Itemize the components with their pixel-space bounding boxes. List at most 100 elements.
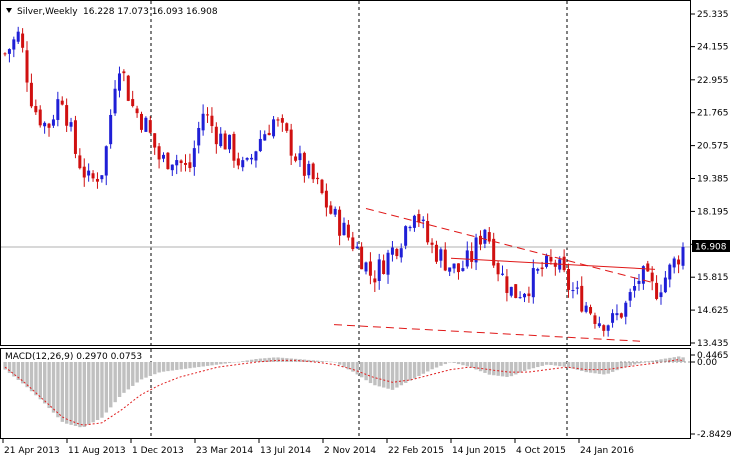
macd-scale-top: 0.4465 [697,351,729,361]
macd-histogram-bar [602,362,606,375]
price-axis: 25.335 24.155 22.955 21.765 20.575 19.385 18.1… [691,10,729,349]
macd-histogram-bar [404,362,408,383]
macd-histogram-bar [452,362,456,363]
macd-histogram-bar [122,362,126,393]
macd-histogram-bar [544,362,549,365]
macd-histogram-bar [73,362,78,427]
macd-histogram-bar [117,362,122,397]
candle-body [514,284,518,299]
candle-body [619,313,623,318]
candle-body [584,305,588,312]
candle-body [606,325,610,331]
candle-body [184,163,188,165]
macd-histogram-bar [183,362,188,369]
candle-body [29,82,33,107]
macd-histogram-bar [571,362,575,369]
candle-body [338,209,342,236]
price-tick-label: 18.195 [697,207,729,217]
candle-body [426,221,430,243]
macd-histogram-bar [245,360,249,362]
time-tick-label: 21 Apr 2013 [4,446,60,456]
candle-body [201,113,205,131]
macd-histogram-bar [311,360,315,362]
price-tick-label: 14.625 [697,306,729,316]
macd-histogram-bar [487,362,492,375]
candle-body [509,286,513,296]
macd-histogram-bar [575,362,580,370]
candle-body [113,88,117,114]
candle-body [104,146,108,176]
candle-body [188,162,192,169]
macd-histogram-bar [139,362,144,380]
macd-histogram-bar [606,362,610,374]
macd-histogram-bar [584,362,588,373]
macd-histogram-bar [87,362,91,425]
time-axis: 21 Apr 2013 11 Aug 2013 1 Dec 2013 23 Mar 2… [2,439,634,456]
candle-body [593,315,597,324]
macd-histogram-bar [522,362,527,371]
macd-histogram-bar [329,361,333,363]
macd-series [3,356,690,428]
candle-body [641,266,645,284]
macd-histogram-bar [148,362,153,376]
macd-histogram-bar [302,359,307,362]
candle-body [483,229,487,244]
price-tick-label: 15.815 [697,273,729,283]
candle-body [553,262,557,267]
price-panel[interactable] [0,0,691,346]
macd-histogram-bar [223,362,227,364]
candle-body [505,276,509,293]
macd-histogram-bar [205,362,210,366]
macd-histogram-bar [663,358,668,362]
candle-body [492,238,496,266]
candle-body [91,173,95,179]
macd-histogram-bar [109,362,113,408]
candle-body [131,99,135,107]
macd-histogram-bar [69,362,73,425]
candle-body [65,105,69,126]
candle-body [443,249,447,271]
trendline-upper-dashed[interactable] [365,208,656,284]
trendlines[interactable] [333,208,656,342]
price-tick-label: 13.435 [697,339,729,349]
macd-histogram-bar [531,362,536,369]
macd-histogram-bar [219,362,223,365]
macd-histogram-bar [637,362,641,364]
macd-histogram-bar [3,362,7,370]
macd-histogram-bar [324,361,329,362]
macd-histogram-bar [153,362,157,375]
candle-body [487,232,491,242]
macd-histogram-bar [641,362,646,363]
candle-body [232,133,236,161]
candle-body [597,323,601,327]
candle-body [474,237,478,263]
candle-body [351,237,355,250]
candle-body [399,248,403,258]
candle-body [263,134,267,141]
macd-histogram-bar [465,362,470,367]
time-tick-label: 22 Feb 2015 [388,446,444,456]
time-tick-label: 13 Jul 2014 [260,446,311,456]
macd-histogram-bar [170,362,175,371]
macd-histogram-bar [619,362,624,369]
candle-body [294,156,298,161]
macd-histogram-bar [60,362,65,422]
candle-body [109,114,113,145]
trendline-horizontal-resistance[interactable] [450,257,656,270]
macd-histogram-bar [364,362,368,381]
triangle-down-icon[interactable] [6,8,12,13]
candle-body [677,259,681,265]
candle-body [135,108,139,114]
macd-histogram-bar [496,362,500,376]
macd-histogram-bar [201,362,205,367]
candle-body [417,214,421,222]
ohlc-values: 16.228 17.073 16.093 16.908 [83,7,218,17]
candle-body [117,73,121,91]
candle-body [562,256,566,271]
macd-histogram-bar [553,362,558,366]
candle-body [355,246,359,249]
candle-body [390,247,394,255]
macd-histogram-bar [386,362,390,389]
macd-histogram-bar [7,362,12,374]
